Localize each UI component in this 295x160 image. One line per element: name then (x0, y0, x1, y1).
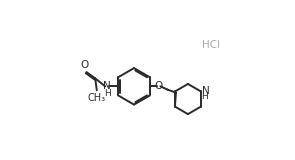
Text: CH₃: CH₃ (88, 93, 106, 103)
Text: H: H (104, 89, 111, 98)
Text: O: O (80, 60, 88, 71)
Text: HCl: HCl (202, 40, 220, 50)
Text: O: O (154, 81, 163, 91)
Text: N: N (202, 86, 210, 96)
Text: H: H (201, 92, 208, 101)
Text: N: N (103, 80, 111, 91)
